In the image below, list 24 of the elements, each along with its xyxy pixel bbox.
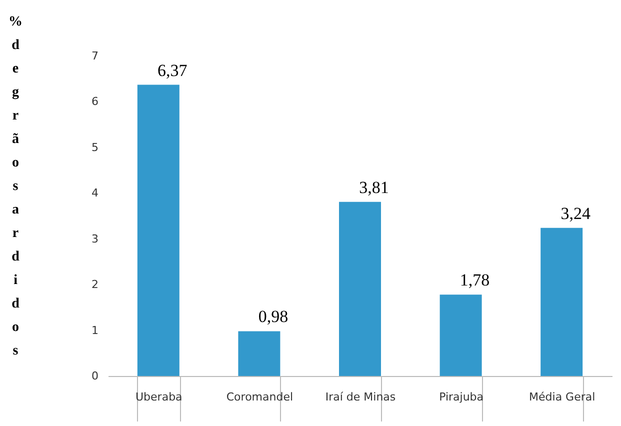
y-tick-label: 5 — [92, 140, 98, 154]
data-label: 3,81 — [359, 178, 389, 197]
y-tick-label: 3 — [92, 232, 98, 246]
x-tick-label: Pirajuba — [439, 390, 484, 404]
bar — [238, 331, 280, 376]
x-tick-label: Iraí de Minas — [325, 390, 396, 404]
data-label: 3,24 — [560, 204, 591, 223]
x-tick-label: Coromandel — [226, 390, 294, 404]
bar — [137, 84, 180, 376]
y-tick-label: 4 — [92, 186, 98, 200]
data-label: 0,98 — [258, 307, 288, 326]
y-tick-label: 7 — [92, 50, 98, 62]
data-label: 6,37 — [158, 60, 188, 80]
bar — [440, 294, 482, 376]
bar — [339, 202, 381, 376]
text: % de grãos ardidos — [8, 14, 22, 358]
y-tick-label: 1 — [92, 324, 98, 337]
data-label: 1,78 — [460, 270, 490, 290]
bar — [540, 228, 583, 376]
x-tick-label: Média Geral — [529, 390, 596, 404]
y-tick-label: 6 — [92, 95, 98, 108]
y-tick-label: 2 — [92, 278, 98, 292]
y-tick-label: 0 — [92, 370, 98, 382]
x-tick-label: Uberaba — [136, 390, 182, 404]
